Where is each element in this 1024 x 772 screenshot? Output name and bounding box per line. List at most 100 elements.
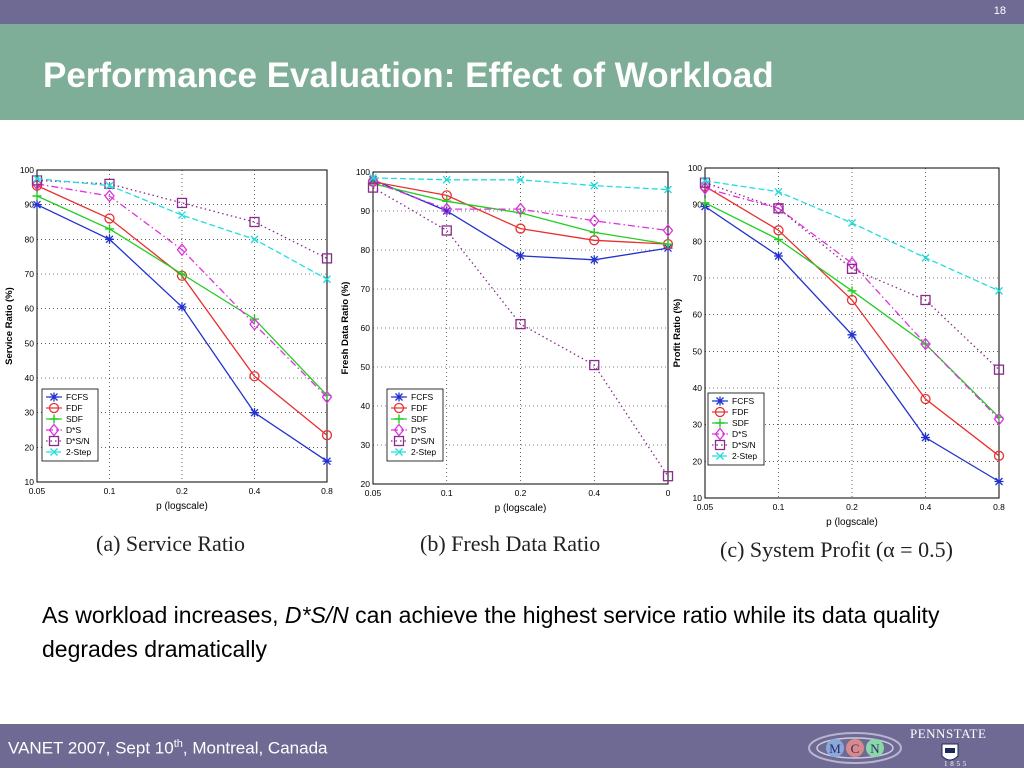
legend-marker bbox=[48, 435, 60, 447]
series-fdf bbox=[699, 181, 1005, 461]
legend-marker bbox=[49, 414, 59, 424]
legend-marker bbox=[48, 423, 60, 437]
title-bar bbox=[0, 24, 1024, 120]
legend-marker bbox=[716, 452, 724, 460]
legend-label: D*S bbox=[732, 429, 747, 439]
y-tick-label: 10 bbox=[25, 477, 35, 487]
data-point bbox=[104, 189, 115, 203]
legend-label: FCFS bbox=[411, 392, 434, 402]
y-tick-label: 30 bbox=[693, 420, 703, 430]
data-point bbox=[590, 181, 599, 190]
series-fcfs bbox=[32, 200, 332, 466]
legend-label: D*S/N bbox=[732, 440, 756, 450]
data-point bbox=[993, 412, 1005, 426]
legend-marker bbox=[714, 406, 726, 418]
series-d-s bbox=[699, 181, 1005, 426]
mcn-logo-letter-m: M bbox=[829, 741, 841, 756]
y-tick-label: 50 bbox=[25, 338, 35, 348]
legend-label: 2-Step bbox=[411, 447, 436, 457]
data-point bbox=[588, 214, 600, 228]
data-point bbox=[516, 208, 525, 218]
chart-2: 0.05 0.1 0.2 0.4 0 20 30 40 50 60 70 80 90 100 p (logs… bbox=[340, 167, 674, 514]
data-point bbox=[105, 181, 114, 190]
y-tick-label: 50 bbox=[693, 346, 703, 356]
data-point bbox=[995, 286, 1003, 295]
legend-label: 2-Step bbox=[66, 447, 91, 457]
data-point bbox=[774, 187, 783, 196]
data-point bbox=[249, 371, 260, 382]
data-point bbox=[846, 263, 858, 274]
chart-caption-system-profit: (c) System Profit (α = 0.5) bbox=[720, 537, 953, 562]
y-axis-label: Service Ratio (%) bbox=[4, 287, 15, 365]
data-point bbox=[847, 286, 857, 296]
x-tick-label: 0 bbox=[666, 488, 671, 498]
data-point bbox=[176, 243, 188, 257]
x-tick-label: 0.8 bbox=[993, 502, 1005, 512]
data-point bbox=[516, 251, 525, 261]
legend-marker bbox=[50, 448, 58, 456]
data-point bbox=[701, 176, 709, 185]
legend-label: SDF bbox=[411, 414, 428, 424]
y-tick-label: 80 bbox=[25, 234, 35, 244]
footer-text: VANET 2007, Sept 10th, Montreal, Canada bbox=[8, 738, 327, 759]
data-point bbox=[847, 330, 857, 340]
data-point bbox=[663, 239, 673, 249]
x-tick-label: 0.2 bbox=[846, 502, 858, 512]
series-2-step bbox=[33, 174, 331, 284]
series-line bbox=[372, 181, 669, 245]
data-point bbox=[846, 294, 858, 306]
chart-1: 0.05 0.1 0.2 0.4 0.8 10 20 30 40 50 60 70 80 90 100 p (… bbox=[4, 165, 333, 512]
series-d-s-n bbox=[31, 175, 333, 264]
series-d-s-n bbox=[367, 182, 674, 482]
y-tick-label: 40 bbox=[361, 401, 371, 411]
footer-text-post: , Montreal, Canada bbox=[182, 738, 328, 758]
chart-caption-service-ratio: (a) Service Ratio bbox=[96, 531, 246, 556]
data-point bbox=[177, 302, 187, 312]
chart-3: 0.05 0.1 0.2 0.4 0.8 10 20 30 40 50 60 70 80 90 100 p (… bbox=[672, 163, 1005, 528]
data-point bbox=[921, 253, 930, 262]
data-point bbox=[249, 216, 260, 228]
series-line bbox=[36, 178, 328, 280]
legend-label: FCFS bbox=[66, 392, 89, 402]
slide-body-text: As workload increases, D*S/N can achieve… bbox=[42, 598, 992, 666]
data-point bbox=[321, 430, 333, 441]
slide-number: 18 bbox=[993, 5, 1006, 17]
data-point bbox=[920, 337, 931, 351]
pennstate-logo-name: PENNSTATE bbox=[910, 726, 987, 741]
data-point bbox=[994, 477, 1004, 486]
data-point bbox=[32, 200, 42, 210]
data-point bbox=[177, 269, 187, 279]
data-point bbox=[178, 211, 186, 220]
body-text-prefix: As workload increases, bbox=[42, 602, 285, 628]
data-point bbox=[589, 227, 599, 237]
legend-label: D*S bbox=[411, 425, 426, 435]
legend-marker bbox=[393, 402, 405, 414]
data-point bbox=[700, 198, 710, 208]
legend-marker bbox=[395, 448, 403, 456]
x-tick-label: 0.05 bbox=[29, 486, 46, 496]
data-point bbox=[31, 175, 43, 186]
y-tick-label: 70 bbox=[25, 269, 35, 279]
data-point bbox=[662, 223, 674, 238]
y-tick-label: 60 bbox=[693, 310, 703, 320]
data-point bbox=[515, 202, 526, 216]
y-tick-label: 70 bbox=[693, 273, 703, 283]
x-tick-label: 0.1 bbox=[104, 486, 116, 496]
x-axis-label: p (logscale) bbox=[826, 517, 878, 528]
data-point bbox=[993, 364, 1005, 375]
legend-label: FDF bbox=[66, 403, 83, 413]
pennstate-shield-icon bbox=[941, 743, 959, 761]
x-tick-label: 0.1 bbox=[441, 488, 453, 498]
data-point bbox=[846, 256, 858, 270]
legend-label: D*S bbox=[66, 425, 81, 435]
legend-marker bbox=[48, 402, 60, 414]
data-point bbox=[589, 255, 599, 265]
data-point bbox=[442, 175, 451, 184]
legend-label: SDF bbox=[732, 418, 749, 428]
y-tick-label: 70 bbox=[361, 284, 371, 294]
x-axis-label: p (logscale) bbox=[495, 503, 547, 514]
data-point bbox=[367, 182, 379, 193]
